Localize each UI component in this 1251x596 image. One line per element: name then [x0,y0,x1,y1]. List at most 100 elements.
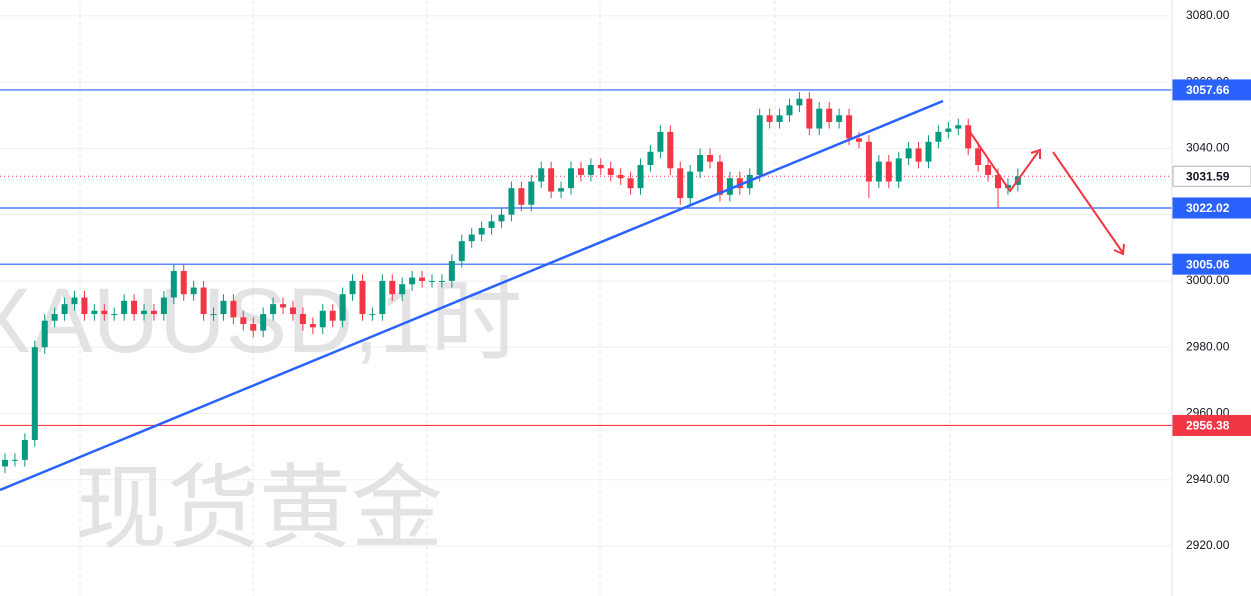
candle-body [846,115,853,139]
candle-body [568,168,575,189]
candle-body [240,317,247,325]
candle-body [955,125,962,129]
candle-body [319,310,326,328]
candle-body [667,131,674,169]
candle-body [289,307,296,315]
candle-body [677,168,684,199]
candle-body [498,214,505,222]
candle-body [419,277,426,281]
candle-body [329,310,336,321]
candle-body [399,284,406,295]
candle-body [51,314,58,321]
price-tag [1172,414,1251,436]
price-tag [1172,79,1251,101]
candle-body [448,261,455,281]
candle-body [41,320,48,348]
candle-body [796,98,803,106]
price-tag [1172,253,1251,275]
candle-body [160,297,167,315]
candle-body [508,188,515,215]
y-tick-label: 2980.00 [1186,339,1230,353]
candle-body [736,178,743,189]
candle-body [587,164,594,175]
candle-body [985,164,992,175]
candle-body [339,294,346,321]
candle-body [111,314,118,316]
price-axis-labels: 2920.002940.002960.002980.003000.003020.… [1172,8,1251,552]
candle-body [538,168,545,182]
candle-body [925,141,932,162]
candle-body [170,270,177,298]
candle-body [359,280,366,315]
candle-body [836,115,843,122]
candle-body [766,115,773,122]
forecast-arrows [965,125,1125,256]
candle-body [150,310,157,315]
candles [2,92,1021,474]
price-tag-label: 3022.02 [1186,201,1230,215]
candle-body [71,297,78,305]
candle-body [369,314,376,316]
candle-body [389,280,396,295]
horizontal-grid [0,15,1172,547]
candle-body [81,297,88,315]
trend-line [0,99,944,492]
candle-body [468,234,475,242]
candle-body [597,164,604,169]
candle-body [131,300,138,315]
candle-body [726,178,733,195]
candle-body [458,241,465,262]
candle-body [707,155,714,162]
candle-body [349,280,356,295]
candle-body [2,459,8,467]
candle-body [786,105,793,116]
candle-body [548,168,555,192]
candle-body [647,151,654,165]
candle-body [895,158,902,182]
arrow-head [1113,243,1125,256]
candle-body [190,287,197,295]
price-tag-label: 3057.66 [1186,83,1230,97]
candle-body [935,131,942,142]
candle-body [488,221,495,228]
candle-body [885,161,892,182]
candle-body [91,310,98,315]
candle-body [260,314,267,331]
candle-body [409,277,416,285]
y-tick-label: 2940.00 [1186,472,1230,486]
price-tag-label: 3005.06 [1186,257,1230,271]
candle-body [141,310,148,315]
candle-body [309,324,316,328]
candle-body [180,270,187,295]
candle-body [270,304,277,315]
candle-body [716,161,723,195]
arrow-head [1030,148,1041,159]
y-tick-label: 2920.00 [1186,538,1230,552]
candle-body [915,148,922,162]
candle-body [806,98,813,129]
candle-body [210,314,217,316]
candle-body [865,141,872,182]
candle-body [855,138,862,142]
price-lines [0,89,1172,427]
candle-body [558,188,565,192]
candle-body [687,171,694,199]
candle-body [31,347,38,440]
price-tag [1172,197,1251,219]
candle-body [905,148,912,159]
vertical-grid [79,0,951,596]
candle-body [299,314,306,325]
candle-body [220,300,227,315]
candle-body [101,310,108,315]
candle-body [657,131,664,152]
candle-body [478,227,485,235]
candle-body [528,181,535,205]
price-tag-label: 3031.59 [1186,169,1230,183]
candle-body [200,287,207,315]
candle-body [577,168,584,175]
candle-body [607,168,614,175]
candle-body [756,115,763,175]
candle-body [230,300,237,318]
candle-body [518,188,525,205]
